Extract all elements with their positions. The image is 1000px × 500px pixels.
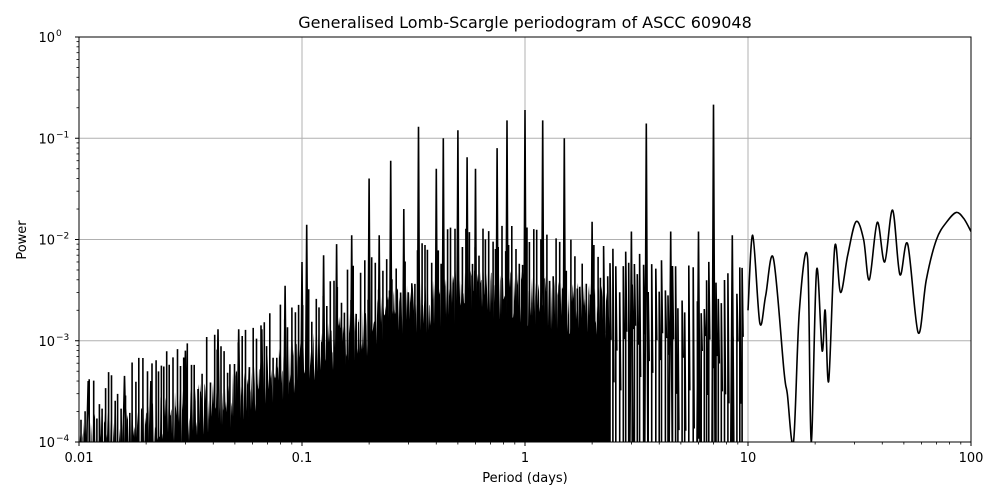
y-tick-exponent: −2 (56, 232, 69, 242)
x-tick-label: 10 (740, 451, 757, 466)
x-axis-ticks: 0.01 0.1 1 10 100 (65, 442, 984, 466)
x-tick-label: 0.1 (292, 451, 313, 466)
x-tick-label: 100 (959, 451, 984, 466)
y-axis-label: Power (15, 220, 30, 260)
y-tick-label: 10 (38, 335, 55, 350)
periodogram-spikes (80, 104, 744, 442)
plot-area (79, 104, 971, 442)
y-tick-exponent: −3 (56, 333, 69, 343)
x-axis-label: Period (days) (482, 471, 568, 486)
chart-title: Generalised Lomb-Scargle periodogram of … (298, 13, 752, 32)
periodogram-line (747, 209, 971, 442)
y-tick-label: 10 (38, 132, 55, 147)
x-tick-label: 1 (521, 451, 529, 466)
y-tick-exponent: −1 (56, 130, 69, 140)
y-tick-exponent: −4 (56, 434, 70, 444)
y-tick-label: 10 (38, 31, 55, 46)
y-tick-exponent: 0 (56, 29, 62, 39)
x-tick-label: 0.01 (65, 451, 94, 466)
y-tick-label: 10 (38, 436, 55, 451)
y-tick-label: 10 (38, 234, 55, 249)
